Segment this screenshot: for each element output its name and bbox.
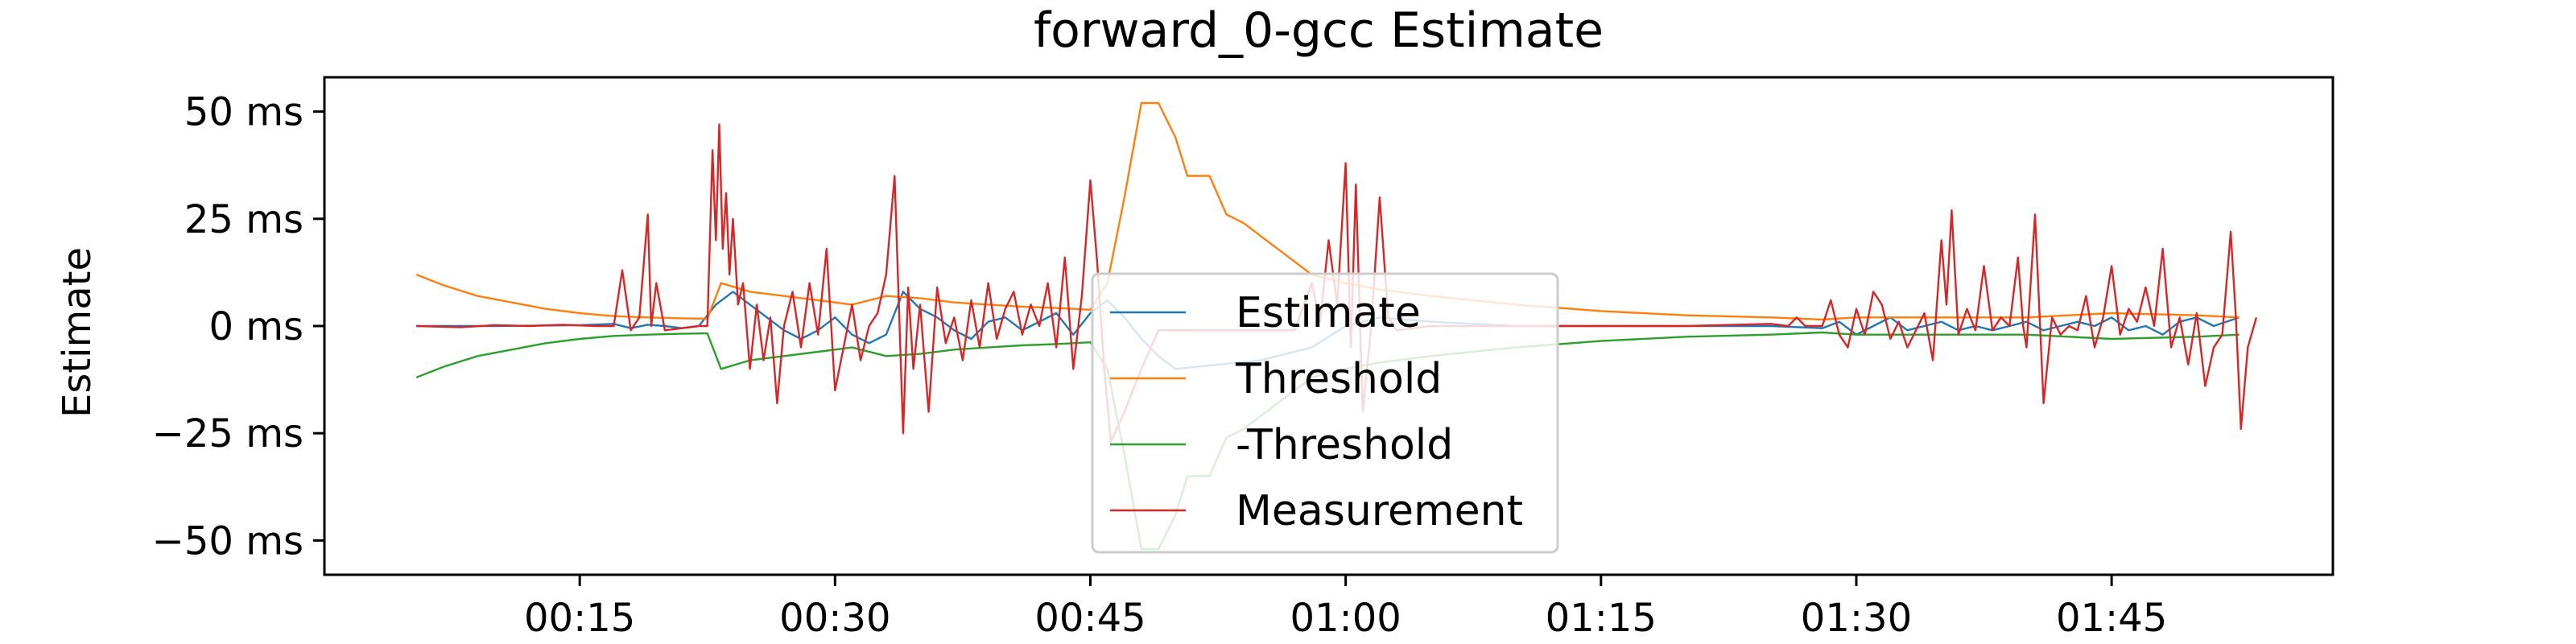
legend: Estimate Threshold -Threshold Measurement [1091, 272, 1559, 554]
axes-layer: 00:15 00:30 00:45 01:00 01:15 01:30 01:45 50 ms… [152, 76, 2334, 641]
y-axis-label: Estimate [55, 247, 100, 418]
y-tick-label: −50 ms [152, 518, 303, 564]
chart-title: forward_0-gcc Estimate [1034, 2, 1604, 59]
x-tick-label: 00:45 [1034, 596, 1146, 641]
legend-label-estimate: Estimate [1236, 289, 1421, 337]
legend-label-measurement: Measurement [1236, 487, 1523, 535]
x-tick-label: 00:30 [779, 596, 890, 641]
legend-label-threshold: -Threshold [1236, 421, 1453, 469]
legend-box [1091, 272, 1559, 554]
x-tick-label: 00:15 [524, 596, 635, 641]
x-tick-label: 01:30 [1801, 596, 1912, 641]
legend-label-threshold: Threshold [1235, 355, 1442, 403]
y-tick-label: 25 ms [184, 197, 303, 242]
y-tick-label: −25 ms [152, 411, 303, 456]
y-tick-label: 50 ms [184, 90, 303, 135]
x-tick-label: 01:45 [2056, 596, 2167, 641]
x-tick-label: 01:15 [1546, 596, 1657, 641]
series-line-threshold [415, 101, 2240, 321]
y-tick-label: 0 ms [208, 304, 303, 349]
x-tick-label: 01:00 [1290, 596, 1401, 641]
